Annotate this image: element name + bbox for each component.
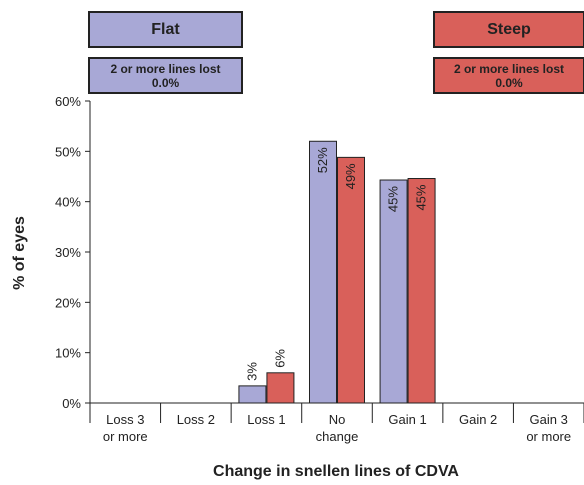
y-tick-label: 10%	[55, 346, 81, 361]
bar-value-label: 6%	[272, 349, 287, 368]
bar-value-label: 45%	[414, 184, 429, 210]
bar-value-label: 49%	[343, 163, 358, 189]
legend-flat-stat: 2 or more lines lost 0.0%	[88, 57, 243, 94]
y-axis-label: % of eyes	[11, 216, 28, 290]
x-tick-label: Loss 1	[247, 412, 285, 427]
bar-flat	[379, 179, 408, 404]
x-axis-label: Change in snellen lines of CDVA	[213, 463, 459, 480]
legend-flat-label: Flat	[151, 20, 180, 38]
legend-steep-stat-value: 0.0%	[495, 75, 523, 90]
y-tick-label: 50%	[55, 144, 81, 159]
legend-steep-stat-label: 2 or more lines lost	[453, 61, 565, 76]
legend-steep-title: Steep	[433, 11, 584, 48]
legend-flat-title: Flat	[88, 11, 243, 48]
x-tick-label: Gain 3	[530, 412, 568, 427]
legend-flat-stat-value: 0.0%	[151, 75, 180, 90]
x-tick-label: Loss 3	[106, 412, 144, 427]
x-tick-label: Gain 2	[459, 412, 497, 427]
bar-value-label: 52%	[315, 147, 330, 173]
y-tick-label: 20%	[55, 295, 81, 310]
bar-value-label: 3%	[244, 362, 259, 381]
y-tick-label: 40%	[55, 195, 81, 210]
bar-flat	[309, 140, 337, 404]
bar-value-label: 45%	[386, 186, 401, 212]
y-tick-label: 60%	[55, 94, 81, 109]
bar-steep	[407, 178, 436, 404]
x-tick-label: or more	[103, 429, 148, 444]
bar-steep	[266, 372, 295, 404]
x-tick-label: or more	[526, 429, 571, 444]
y-tick-label: 30%	[55, 245, 81, 260]
legend-flat-stat-label: 2 or more lines lost	[110, 61, 221, 76]
legend-steep-label: Steep	[487, 20, 531, 38]
x-tick-label: No	[329, 412, 346, 427]
legend-steep-stat: 2 or more lines lost 0.0%	[433, 57, 584, 94]
chart-labels: 3% 52% 45% 6% 49% 45%	[244, 147, 428, 381]
x-tick-label: Gain 1	[388, 412, 426, 427]
y-tick-label: 0%	[62, 396, 81, 411]
chart-bars	[238, 140, 436, 404]
x-tick-label: change	[316, 429, 359, 444]
bar-flat	[238, 385, 267, 404]
bar-steep	[337, 156, 365, 404]
x-tick-label: Loss 2	[177, 412, 215, 427]
